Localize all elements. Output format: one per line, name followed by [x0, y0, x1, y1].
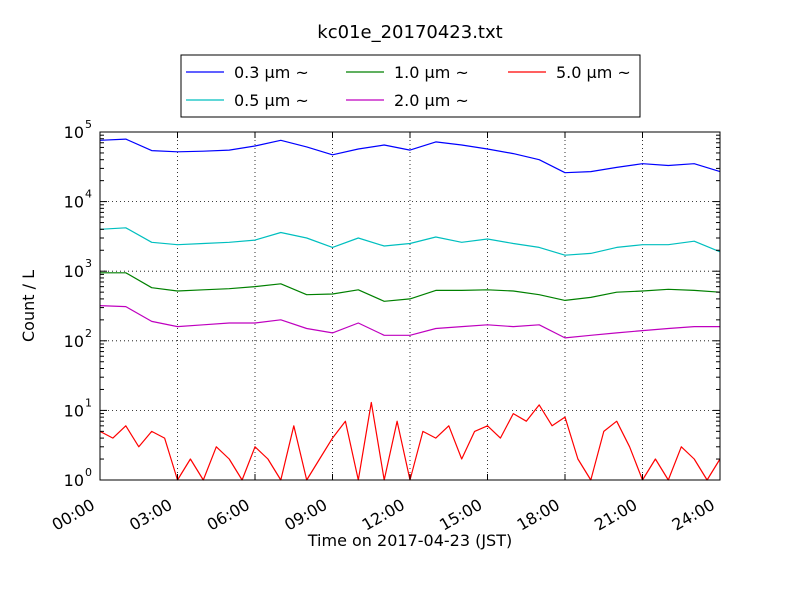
legend-label-1: 0.3 μm ~	[234, 63, 309, 82]
y-tick-label-base: 10	[64, 123, 84, 142]
x-tick-label: 15:00	[436, 495, 485, 535]
y-tick-label-base: 10	[64, 332, 84, 351]
x-tick-label: 18:00	[514, 495, 563, 535]
legend-label-3: 1.0 μm ~	[394, 63, 469, 82]
x-tick-label: 09:00	[281, 495, 330, 535]
grid-lines	[100, 132, 720, 480]
y-tick-label-exponent: 0	[85, 466, 92, 479]
x-tick-label: 24:00	[669, 495, 718, 535]
y-tick-label-exponent: 2	[85, 327, 92, 340]
axis-ticks	[99, 131, 721, 481]
legend: 0.3 μm ~ 0.5 μm ~ 1.0 μm ~ 2.0 μm ~ 5.0 μm ~	[180, 54, 641, 118]
y-tick-label-exponent: 5	[85, 118, 92, 131]
legend-label-5: 5.0 μm ~	[556, 63, 631, 82]
y-tick-label-base: 10	[64, 193, 84, 212]
series-line-1	[99, 138, 721, 174]
y-tick-label-base: 10	[64, 262, 84, 281]
series-line-3	[100, 272, 721, 302]
x-tick-label: 12:00	[359, 495, 408, 535]
y-tick-label-exponent: 1	[85, 396, 92, 409]
y-tick-label-exponent: 4	[85, 188, 92, 201]
legend-label-4: 2.0 μm ~	[394, 91, 469, 110]
y-tick-label-base: 10	[64, 471, 84, 490]
y-tick-label-base: 10	[64, 401, 84, 420]
x-axis-label: Time on 2017-04-23 (JST)	[307, 531, 512, 550]
series-line-2	[99, 227, 721, 256]
y-axis-label: Count / L	[19, 270, 38, 342]
chart-title: kc01e_20170423.txt	[317, 22, 502, 43]
x-tick-label: 21:00	[591, 495, 640, 535]
x-tick-label: 03:00	[126, 495, 175, 535]
legend-label-2: 0.5 μm ~	[234, 91, 309, 110]
x-tick-label: 00:00	[49, 495, 98, 535]
x-tick-label: 06:00	[204, 495, 253, 535]
legend-box	[180, 54, 641, 118]
series-line-4	[99, 305, 720, 339]
y-tick-label-exponent: 3	[85, 257, 92, 270]
